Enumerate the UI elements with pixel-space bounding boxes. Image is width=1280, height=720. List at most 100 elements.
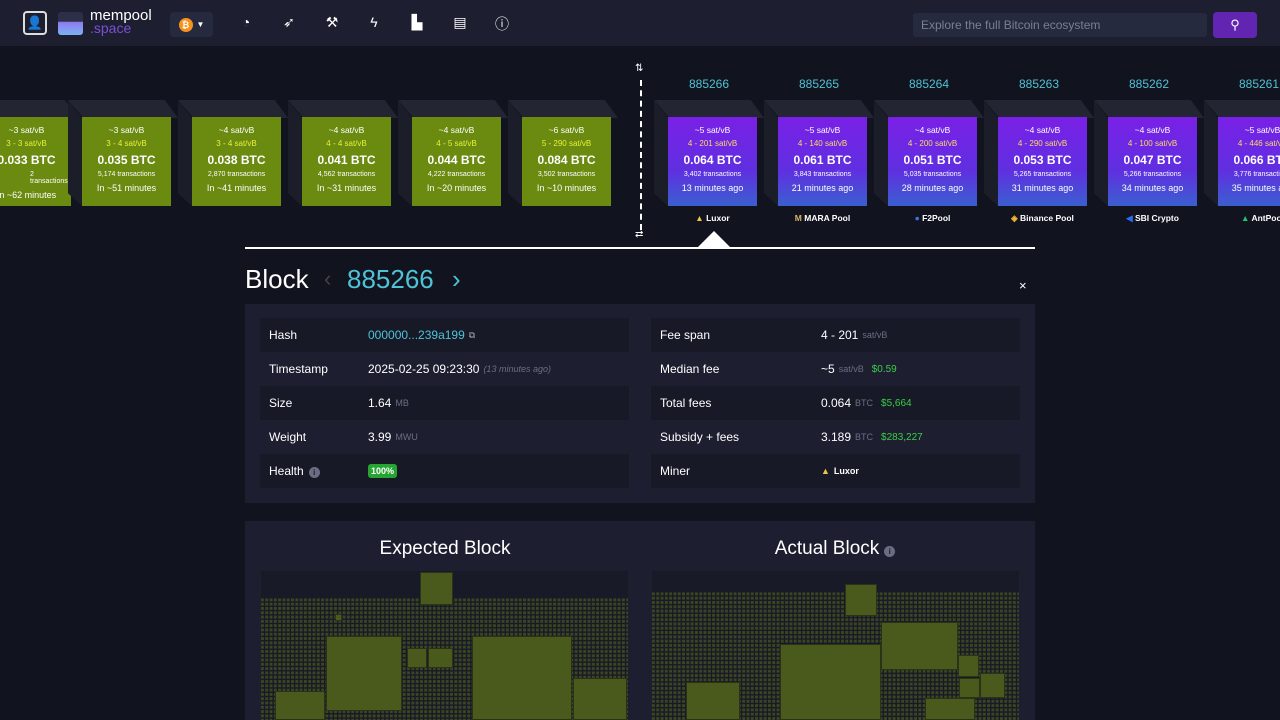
mempool-block[interactable]: ~6 sat/vB 5 - 290 sat/vB 0.084 BTC 3,502… — [508, 100, 618, 206]
timestamp-label: Timestamp — [269, 362, 328, 376]
mempool-block[interactable]: ~3 sat/vB 3 - 4 sat/vB 0.035 BTC 5,174 t… — [68, 100, 178, 206]
copy-icon[interactable]: ⧉ — [468, 329, 476, 340]
mempool-chain-divider — [640, 80, 642, 230]
rocket-icon[interactable]: ➶ — [283, 14, 295, 30]
next-block-chevron-icon[interactable]: › — [452, 264, 461, 294]
block-age: 35 minutes ago — [1231, 182, 1280, 193]
mined-block[interactable]: ~4 sat/vB 4 - 100 sat/vB 0.047 BTC 5,266… — [1094, 100, 1204, 206]
fee-range: 4 - 140 sat/vB — [797, 138, 848, 148]
transaction-square[interactable] — [958, 655, 979, 677]
pool-label: SBI Crypto — [1135, 213, 1179, 223]
mempool-logo-icon[interactable] — [58, 12, 83, 35]
total-fees: 0.044 BTC — [427, 152, 486, 167]
search-input[interactable] — [913, 13, 1207, 37]
pool-name[interactable]: ▲ AntPool — [1218, 213, 1280, 223]
pool-name[interactable]: ▲ Luxor — [668, 213, 757, 223]
block-height-link[interactable]: 885263 — [1018, 77, 1060, 91]
transaction-square[interactable] — [407, 648, 427, 668]
block-side — [764, 100, 778, 206]
transaction-square[interactable] — [326, 636, 402, 711]
median-fee: ~5 sat/vB — [694, 125, 731, 135]
user-icon[interactable]: 👤 — [23, 11, 47, 35]
block-side — [654, 100, 668, 206]
block-height-link[interactable]: 885265 — [798, 77, 840, 91]
transaction-square[interactable] — [275, 691, 325, 720]
mined-block[interactable]: ~5 sat/vB 4 - 201 sat/vB 0.064 BTC 3,402… — [654, 100, 764, 206]
pool-name[interactable]: ◈ Binance Pool — [998, 213, 1087, 224]
mempool-block[interactable]: ~3 sat/vB 3 - 3 sat/vB 0.033 BTC 2 trans… — [0, 100, 78, 206]
luxor-icon: ▲ — [695, 213, 704, 223]
prev-block-chevron-icon[interactable]: ‹ — [324, 266, 332, 291]
median-fee: ~4 sat/vB — [1134, 125, 1171, 135]
search-button[interactable]: ⚲ — [1213, 12, 1257, 38]
fee-span-label: Fee span — [660, 328, 711, 342]
fee-span-row: Fee span 4 - 201 sat/vB — [651, 318, 1020, 352]
dashboard-icon[interactable]: ◔ — [241, 14, 251, 30]
hash-link[interactable]: 000000...239a199 — [368, 328, 465, 342]
subsidy-label: Subsidy + fees — [660, 430, 740, 444]
mempool-block[interactable]: ~4 sat/vB 4 - 4 sat/vB 0.041 BTC 4,562 t… — [288, 100, 398, 206]
mined-block[interactable]: ~5 sat/vB 4 - 140 sat/vB 0.061 BTC 3,843… — [764, 100, 874, 206]
subsidy-usd: $283,227 — [881, 431, 923, 443]
mined-block[interactable]: ~4 sat/vB 4 - 290 sat/vB 0.053 BTC 5,265… — [984, 100, 1094, 206]
info-icon[interactable]: i — [308, 467, 320, 478]
health-label: Health — [269, 464, 304, 478]
logo-text[interactable]: mempool — [90, 7, 152, 24]
fee-range: 4 - 4 sat/vB — [326, 138, 367, 148]
hash-row: Hash 000000...239a199 ⧉ — [260, 318, 629, 352]
block-height-link[interactable]: 885262 — [1128, 77, 1170, 91]
docs-icon[interactable]: ▤ — [453, 14, 467, 30]
swap-direction-icon[interactable]: ⇄ — [635, 229, 644, 240]
fee-span-value: 4 - 201 — [821, 328, 859, 342]
transaction-square[interactable] — [420, 572, 453, 605]
total-fees: 0.041 BTC — [317, 152, 376, 167]
block-age: 34 minutes ago — [1121, 182, 1184, 193]
transaction-square[interactable] — [845, 584, 877, 616]
tx-count: 5,174 transactions — [97, 170, 156, 178]
actual-block-title-text: Actual Block — [774, 538, 880, 559]
mined-block[interactable]: ~5 sat/vB 4 - 446 sat/vB 0.066 BTC 3,776… — [1204, 100, 1280, 206]
health-badge: 100% — [368, 464, 398, 478]
chart-icon[interactable]: ▙ — [411, 14, 423, 30]
fee-range: 3 - 3 sat/vB — [6, 138, 47, 148]
transaction-square[interactable] — [959, 678, 980, 698]
pool-label: Binance Pool — [1020, 213, 1074, 223]
miner-link[interactable]: Luxor — [833, 466, 859, 476]
transaction-square[interactable] — [925, 698, 975, 720]
lightning-icon[interactable]: ϟ — [370, 14, 378, 30]
logo-subtext[interactable]: .space — [90, 20, 132, 36]
transaction-square[interactable] — [472, 636, 572, 720]
info-icon[interactable]: ⓘ — [495, 16, 509, 32]
transaction-square[interactable] — [428, 648, 453, 668]
transaction-square[interactable] — [573, 678, 627, 720]
expected-block-treemap[interactable] — [261, 571, 628, 720]
transaction-square[interactable] — [881, 622, 958, 670]
network-selector[interactable]: ₿ ▼ — [170, 12, 213, 37]
mined-block[interactable]: ~4 sat/vB 4 - 200 sat/vB 0.051 BTC 5,035… — [874, 100, 984, 206]
actual-block-title: Actual Block i — [635, 538, 1035, 560]
block-height-link[interactable]: 885266 — [688, 77, 730, 91]
pool-name[interactable]: ● F2Pool — [888, 213, 977, 223]
block-height-link[interactable]: 885261 — [1238, 77, 1280, 91]
transaction-square[interactable] — [335, 614, 342, 621]
block-face: ~4 sat/vB 3 - 4 sat/vB 0.038 BTC 2,870 t… — [192, 117, 281, 206]
subsidy-value: 3.189 — [821, 430, 852, 444]
swap-direction-icon[interactable]: ⇅ — [635, 63, 644, 74]
transaction-square[interactable] — [686, 682, 740, 720]
block-face: ~4 sat/vB 4 - 200 sat/vB 0.051 BTC 5,035… — [888, 117, 977, 206]
mempool-block[interactable]: ~4 sat/vB 4 - 5 sat/vB 0.044 BTC 4,222 t… — [398, 100, 508, 206]
mempool-block[interactable]: ~4 sat/vB 3 - 4 sat/vB 0.038 BTC 2,870 t… — [178, 100, 288, 206]
pool-name[interactable]: M MARA Pool — [778, 213, 867, 223]
hammer-icon[interactable]: ⚒ — [325, 14, 339, 30]
eta: In ~10 minutes — [536, 182, 597, 193]
close-icon[interactable]: × — [1019, 278, 1027, 293]
info-icon[interactable]: i — [884, 546, 896, 557]
actual-block-treemap[interactable] — [652, 571, 1019, 720]
pool-name[interactable]: ◀ SBI Crypto — [1108, 213, 1197, 224]
tx-count: 5,265 transactions — [1013, 170, 1072, 178]
block-height-link[interactable]: 885264 — [908, 77, 950, 91]
size-value: 1.64 — [368, 396, 392, 410]
transaction-square[interactable] — [980, 673, 1005, 698]
median-fee: ~4 sat/vB — [914, 125, 951, 135]
transaction-square[interactable] — [780, 644, 881, 720]
